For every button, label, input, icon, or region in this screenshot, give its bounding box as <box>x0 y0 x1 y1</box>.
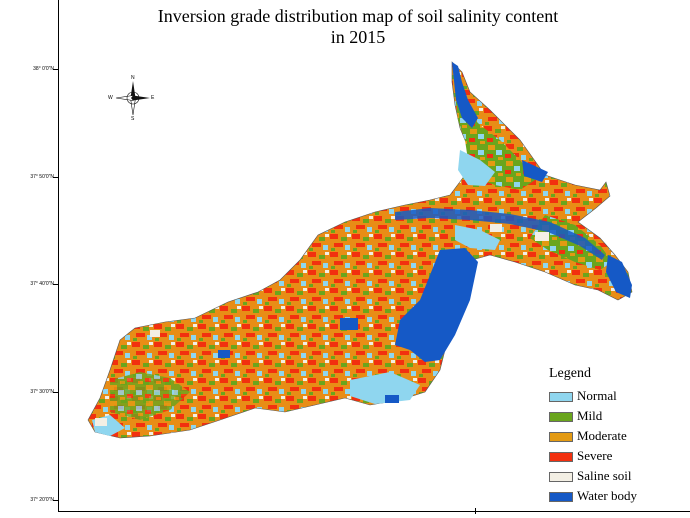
water-body-river <box>395 208 605 260</box>
water-body-central <box>395 248 478 362</box>
lat-tick <box>53 392 59 393</box>
normal-zone-lower <box>350 372 420 404</box>
lat-tick <box>53 69 59 70</box>
legend-label-saline-soil: Saline soil <box>577 468 632 483</box>
water-body-northeast <box>522 160 548 182</box>
lat-label-37-50: 37° 50'0"N <box>30 174 54 180</box>
normal-zone-middle <box>455 225 500 250</box>
map-title-line1: Inversion grade distribution map of soil… <box>157 6 559 26</box>
map-frame <box>58 0 690 512</box>
legend-label-moderate: Moderate <box>577 428 627 443</box>
mild-zone-southwest <box>110 372 190 420</box>
compass-n: N <box>131 75 135 81</box>
legend-swatch-severe <box>549 452 573 462</box>
water-body-north-strip <box>452 62 478 128</box>
water-body-pond <box>218 350 230 358</box>
saline-soil-patch <box>535 232 549 241</box>
lat-label-37-40: 37° 40'0"N <box>30 281 54 287</box>
lat-tick <box>53 500 59 501</box>
water-body-east-lake <box>606 255 632 298</box>
legend-label-mild: Mild <box>577 408 603 423</box>
water-body-pond <box>385 395 399 403</box>
north-arrow-compass-icon: N S W E <box>108 75 155 122</box>
lon-tick <box>475 508 476 514</box>
legend-label-normal: Normal <box>577 388 617 403</box>
legend-swatch-saline-soil <box>549 472 573 482</box>
legend-swatch-water-body <box>549 492 573 502</box>
saline-soil-patch <box>150 330 160 337</box>
map-title-line2: in 2015 <box>330 27 386 47</box>
water-body-pond <box>340 318 358 330</box>
lat-label-37-20: 37° 20'0"N <box>30 497 54 503</box>
saline-soil-patch <box>490 224 502 232</box>
normal-zone-upper <box>458 150 495 186</box>
saline-soil-patch <box>95 418 107 426</box>
lat-label-38-0: 38° 0'0"N <box>33 66 54 72</box>
legend-label-water-body: Water body <box>577 488 637 503</box>
compass-s: S <box>131 116 135 122</box>
legend-label-severe: Severe <box>577 448 613 463</box>
lat-tick <box>53 177 59 178</box>
legend-swatch-normal <box>549 392 573 402</box>
legend-swatch-mild <box>549 412 573 422</box>
legend-title: Legend <box>549 366 591 381</box>
lat-label-37-30: 37° 30'0"N <box>30 389 54 395</box>
legend-swatch-moderate <box>549 432 573 442</box>
lat-tick <box>53 284 59 285</box>
compass-w: W <box>108 95 113 101</box>
compass-e: E <box>151 95 155 101</box>
